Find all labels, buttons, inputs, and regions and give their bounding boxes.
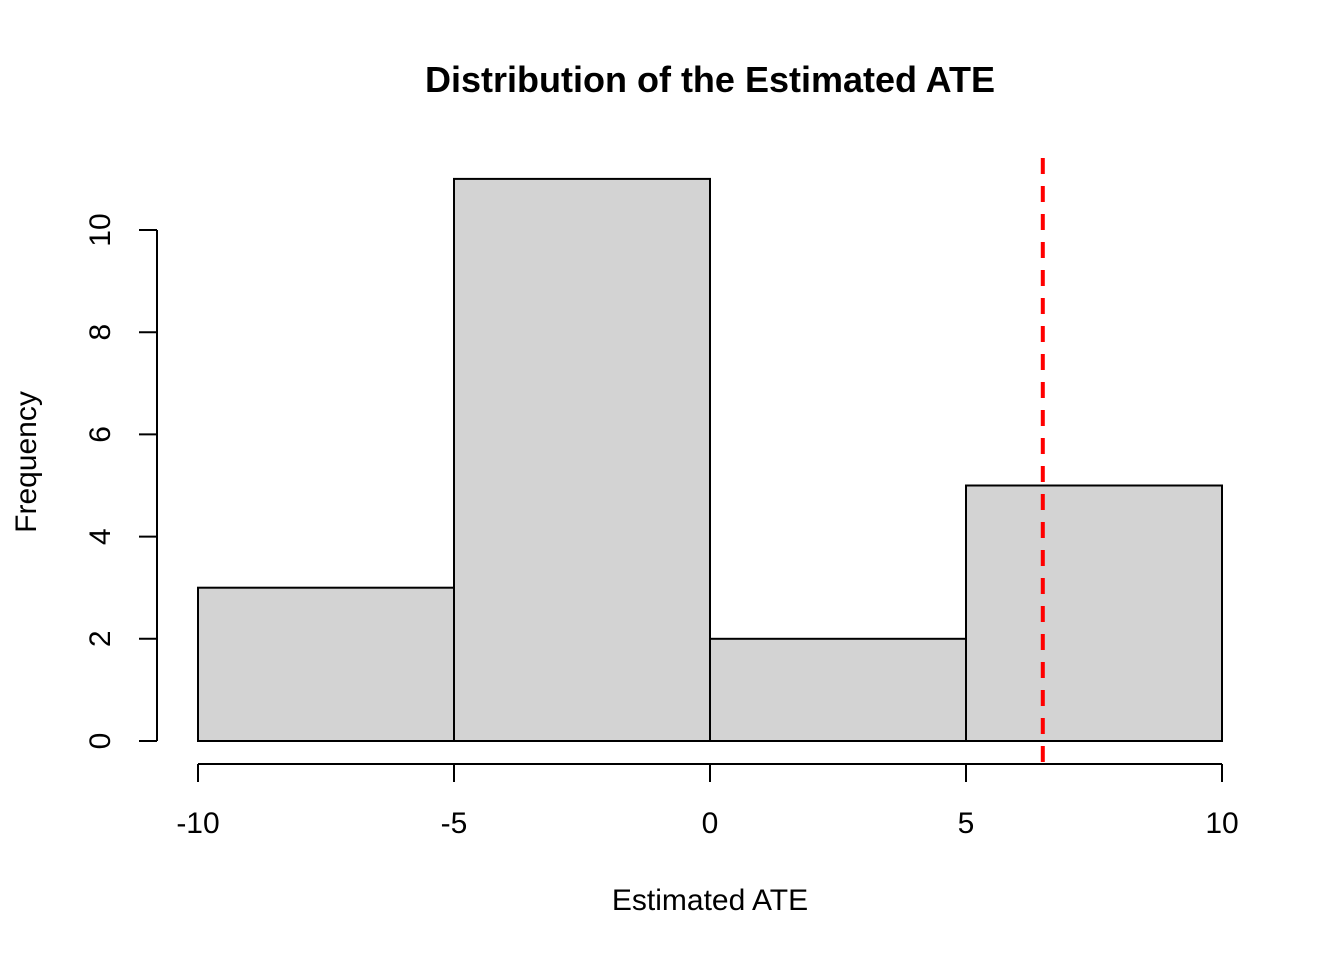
histogram-bar [709,637,967,742]
y-tick-label: 8 [84,324,117,341]
y-tick-label: 4 [84,528,117,545]
x-tick-label: 0 [702,807,719,840]
chart-title: Distribution of the Estimated ATE [425,59,995,100]
histogram-bar [453,177,711,742]
x-axis: -10 -5 0 5 10 [176,763,1239,840]
y-tick-label: 2 [84,630,117,647]
y-axis-label: Frequency [10,391,43,533]
x-tick-label: 10 [1205,807,1238,840]
x-tick-label: -5 [441,807,468,840]
y-tick-label: 6 [84,426,117,443]
histogram-bar [197,586,455,743]
x-axis-label: Estimated ATE [612,884,808,917]
y-tick-label: 10 [84,213,117,246]
x-tick-label: 5 [958,807,975,840]
bars-group [197,177,1223,743]
y-tick-label: 0 [84,733,117,750]
histogram-bar [965,484,1223,742]
y-axis: 0 2 4 6 8 10 [84,213,158,750]
x-tick-label: -10 [176,807,219,840]
